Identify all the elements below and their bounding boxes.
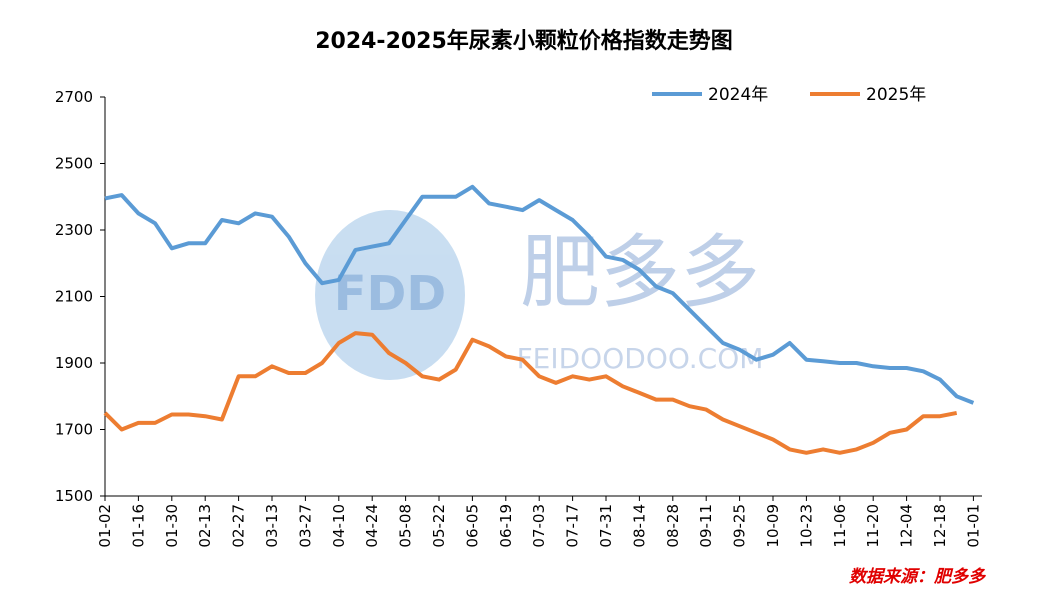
x-tick-label: 11-20 <box>864 504 882 548</box>
x-tick-label: 04-10 <box>330 504 348 548</box>
x-tick-label: 10-23 <box>797 504 815 548</box>
x-tick-label: 02-13 <box>196 504 214 548</box>
y-tick-label: 2500 <box>55 155 93 173</box>
y-tick-label: 1900 <box>55 354 93 372</box>
watermark: FDD 肥多多 FEIDOODOO.COM <box>315 210 763 380</box>
source-note: 数据来源：肥多多 <box>849 567 987 587</box>
x-tick-label: 12-04 <box>898 504 916 548</box>
data-line <box>103 331 958 455</box>
x-tick-label: 08-28 <box>664 504 682 548</box>
y-tick-label: 2300 <box>55 221 93 239</box>
y-tick-label: 1500 <box>55 487 93 505</box>
x-tick-label: 04-24 <box>363 504 381 548</box>
x-tick-label: 01-30 <box>163 504 181 548</box>
x-tick-label: 11-06 <box>831 504 849 548</box>
watermark-logo: FDD <box>334 266 446 322</box>
x-tick-label: 08-14 <box>630 504 648 548</box>
x-tick-label: 06-05 <box>463 504 481 548</box>
x-tick-label: 10-09 <box>764 504 782 548</box>
x-tick-label: 12-18 <box>931 504 949 548</box>
y-tick-label: 2100 <box>55 288 93 306</box>
x-tick-label: 09-25 <box>731 504 749 548</box>
x-tick-label: 06-19 <box>497 504 515 548</box>
x-tick-label: 07-17 <box>564 504 582 548</box>
data-line <box>104 184 975 405</box>
x-tick-label: 05-08 <box>397 504 415 548</box>
y-tick-label: 1700 <box>55 421 93 439</box>
x-tick-label: 09-11 <box>697 504 715 548</box>
chart-title: 2024-2025年尿素小颗粒价格指数走势图 <box>315 28 733 54</box>
x-tick-label: 07-31 <box>597 504 615 548</box>
legend-label: 2024年 <box>708 85 768 105</box>
y-tick-label: 2700 <box>55 88 93 106</box>
x-tick-label: 07-03 <box>530 504 548 548</box>
legend-label: 2025年 <box>866 85 926 105</box>
watermark-site: FEIDOODOO.COM <box>517 342 764 375</box>
x-tick-label: 03-13 <box>263 504 281 548</box>
x-tick-label: 03-27 <box>296 504 314 548</box>
x-tick-label: 01-01 <box>964 504 982 548</box>
x-tick-label: 01-16 <box>129 504 147 548</box>
x-tick-label: 01-02 <box>96 504 114 548</box>
x-tick-label: 02-27 <box>230 504 248 548</box>
x-tick-label: 05-22 <box>430 504 448 548</box>
